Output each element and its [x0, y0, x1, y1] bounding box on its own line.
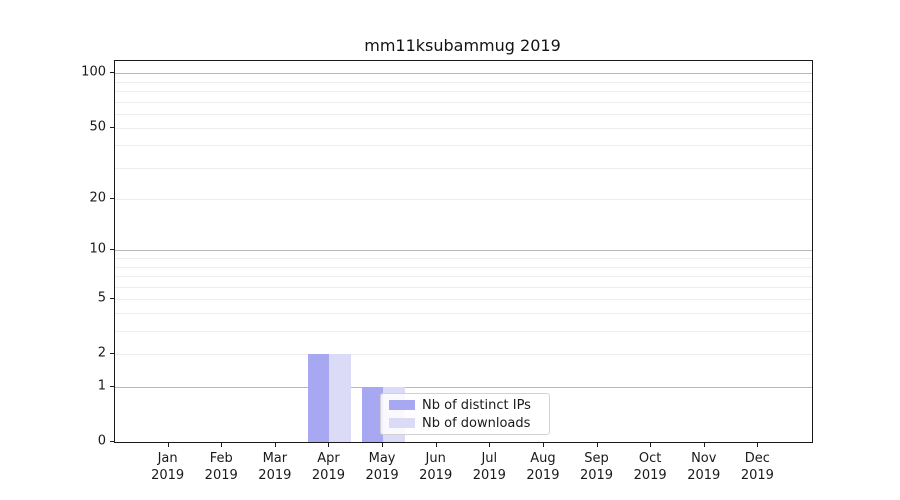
x-tick-sep [596, 443, 598, 447]
gridline-minor-30 [115, 167, 812, 169]
x-tick-label-jun-2019: Jun 2019 [419, 451, 453, 483]
x-tick-apr [328, 443, 330, 447]
chart-title: mm11ksubammug 2019 [364, 36, 561, 55]
y-tick-label-1: 1 [97, 378, 106, 394]
bar-distinct-ips-may [361, 386, 384, 442]
gridline-minor-6 [115, 286, 812, 288]
x-tick-label-mar-2019: Mar 2019 [258, 451, 292, 483]
gridline-minor-9 [115, 258, 812, 260]
x-tick-oct [650, 443, 652, 447]
y-tick-50 [110, 126, 114, 128]
y-tick-label-100: 100 [81, 64, 106, 80]
x-tick-dec [757, 443, 759, 447]
gridline-minor-70 [115, 101, 812, 103]
x-tick-label-aug-2019: Aug 2019 [526, 451, 560, 483]
bar-distinct-ips-apr [308, 354, 330, 442]
y-tick-100 [110, 72, 114, 74]
y-tick-1 [110, 385, 114, 387]
y-tick-2 [110, 353, 114, 355]
x-tick-jun [435, 443, 437, 447]
gridline-minor-80 [115, 91, 812, 93]
legend-label-downloads: Nb of downloads [422, 415, 531, 431]
x-tick-jul [489, 443, 491, 447]
x-tick-label-sep-2019: Sep 2019 [579, 451, 614, 483]
y-tick-label-0: 0 [97, 433, 106, 449]
gridline-minor-90 [115, 81, 812, 83]
x-tick-label-jan-2019: Jan 2019 [151, 451, 185, 483]
legend-swatch-distinct-ips [389, 400, 415, 410]
plot-area [114, 60, 813, 443]
gridline-minor-3 [115, 331, 812, 333]
x-tick-aug [542, 443, 544, 447]
gridline-minor-40 [115, 145, 812, 147]
x-tick-label-oct-2019: Oct 2019 [633, 451, 667, 483]
x-tick-label-nov-2019: Nov 2019 [687, 451, 721, 483]
x-tick-label-dec-2019: Dec 2019 [740, 451, 774, 483]
x-tick-label-apr-2019: Apr 2019 [311, 451, 345, 483]
y-tick-label-50: 50 [89, 119, 106, 135]
gridline-minor-4 [115, 313, 812, 315]
x-tick-label-may-2019: May 2019 [365, 451, 399, 483]
y-tick-label-20: 20 [89, 190, 106, 206]
legend-row-downloads: Nb of downloads [389, 416, 541, 431]
bar-downloads-apr [329, 354, 351, 442]
gridline-minor-7 [115, 275, 812, 277]
gridline-minor-5 [115, 298, 812, 300]
x-tick-jan [167, 443, 169, 447]
gridline-major-1 [115, 386, 812, 388]
legend-swatch-downloads [389, 418, 415, 428]
gridline-minor-60 [115, 113, 812, 115]
gridline-minor-2 [115, 354, 812, 356]
y-tick-10 [110, 249, 114, 251]
gridline-major-100 [115, 73, 812, 75]
x-tick-label-feb-2019: Feb 2019 [204, 451, 238, 483]
x-tick-label-jul-2019: Jul 2019 [472, 451, 506, 483]
y-tick-0 [110, 441, 114, 442]
legend: Nb of distinct IPs Nb of downloads [380, 393, 550, 435]
legend-label-distinct-ips: Nb of distinct IPs [422, 397, 531, 413]
x-tick-nov [703, 443, 705, 447]
y-tick-label-5: 5 [97, 290, 106, 306]
x-tick-feb [221, 443, 223, 447]
x-tick-may [382, 443, 384, 447]
y-tick-label-2: 2 [97, 345, 106, 361]
y-tick-20 [110, 197, 114, 199]
gridline-minor-8 [115, 266, 812, 268]
x-tick-mar [274, 443, 276, 447]
gridline-major-10 [115, 250, 812, 252]
gridline-minor-20 [115, 198, 812, 200]
gridline-minor-50 [115, 127, 812, 129]
legend-row-distinct-ips: Nb of distinct IPs [389, 398, 541, 413]
y-tick-label-10: 10 [89, 241, 106, 257]
y-tick-5 [110, 297, 114, 299]
